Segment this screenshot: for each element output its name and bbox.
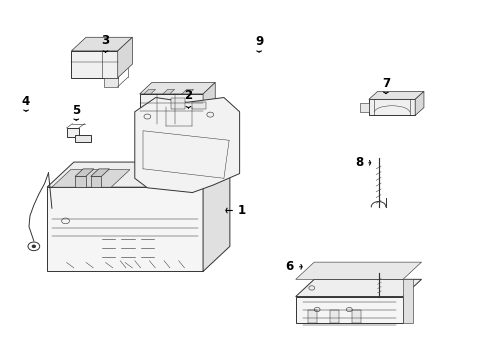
Polygon shape <box>71 37 132 51</box>
Polygon shape <box>71 51 118 78</box>
Text: 8: 8 <box>354 156 370 169</box>
Polygon shape <box>66 128 79 136</box>
Polygon shape <box>75 135 91 142</box>
Polygon shape <box>368 91 423 99</box>
Polygon shape <box>140 82 215 94</box>
Polygon shape <box>351 310 360 323</box>
Polygon shape <box>90 176 101 187</box>
Polygon shape <box>47 162 229 187</box>
Polygon shape <box>75 176 86 187</box>
Text: 6: 6 <box>285 260 302 273</box>
Polygon shape <box>368 99 414 116</box>
Text: 7: 7 <box>381 77 389 93</box>
Polygon shape <box>359 103 368 112</box>
Text: 9: 9 <box>254 35 263 52</box>
Polygon shape <box>203 82 215 125</box>
Polygon shape <box>414 91 423 116</box>
Polygon shape <box>47 187 203 271</box>
Polygon shape <box>295 297 402 323</box>
Polygon shape <box>192 102 205 109</box>
Polygon shape <box>163 89 174 94</box>
Polygon shape <box>203 162 229 271</box>
Polygon shape <box>143 89 155 94</box>
Polygon shape <box>135 98 239 193</box>
Polygon shape <box>307 310 316 323</box>
Polygon shape <box>52 170 130 187</box>
Text: 4: 4 <box>22 95 30 111</box>
Polygon shape <box>295 279 421 297</box>
Text: 1: 1 <box>225 204 245 217</box>
Polygon shape <box>402 279 412 323</box>
Polygon shape <box>103 78 118 87</box>
Polygon shape <box>182 89 193 94</box>
Polygon shape <box>329 310 338 323</box>
Polygon shape <box>171 98 185 109</box>
Polygon shape <box>295 262 421 279</box>
Circle shape <box>32 245 35 247</box>
Text: 5: 5 <box>72 104 80 120</box>
Polygon shape <box>90 169 109 176</box>
Text: 2: 2 <box>184 89 192 108</box>
Polygon shape <box>75 169 94 176</box>
Text: 3: 3 <box>102 33 109 52</box>
Polygon shape <box>140 94 203 125</box>
Polygon shape <box>118 37 132 78</box>
Polygon shape <box>203 102 215 121</box>
